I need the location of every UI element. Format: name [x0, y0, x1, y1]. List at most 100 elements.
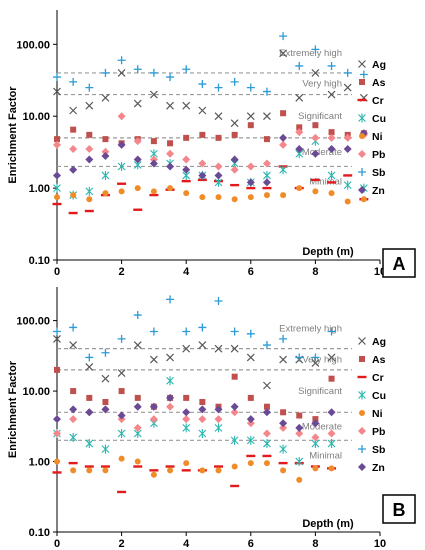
point-ag — [133, 99, 142, 108]
legend-marker-cr — [357, 375, 367, 379]
point-ni — [344, 198, 351, 205]
point-zn — [101, 151, 110, 160]
point-ni — [328, 190, 335, 197]
point-sb — [117, 56, 126, 65]
point-ag — [85, 363, 94, 371]
zone-label-extremely-high: Extremely high — [279, 48, 342, 59]
point-cr — [262, 186, 272, 190]
series-cu — [53, 376, 336, 467]
point-pb — [198, 415, 207, 424]
point-as — [54, 136, 60, 143]
point-ni — [231, 196, 238, 203]
series-ni — [54, 185, 367, 205]
point-pb — [117, 112, 126, 121]
point-cu — [85, 186, 94, 196]
point-as — [54, 366, 60, 373]
legend-label-ni: Ni — [372, 408, 383, 420]
legend-label-ag: Ag — [372, 59, 386, 71]
legend: Ag As Cr Cu Ni Pb Sb Zn — [357, 336, 386, 474]
point-pb — [133, 137, 142, 146]
legend-label-zn: Zn — [372, 185, 385, 197]
point-ni — [150, 188, 157, 195]
point-zn — [85, 408, 94, 417]
series-zn — [53, 129, 368, 187]
point-cu — [117, 429, 126, 438]
zone-label-extremely-high: Extremely high — [279, 324, 342, 335]
point-ag — [214, 344, 223, 353]
point-pb — [53, 429, 61, 438]
point-cr — [230, 484, 240, 488]
point-sb — [166, 73, 175, 82]
point-sb — [101, 348, 110, 357]
point-sb — [295, 61, 304, 70]
series-zn — [53, 393, 336, 432]
y-tick-label: 10.00 — [22, 386, 50, 398]
legend-marker-ni — [359, 133, 365, 139]
point-sb — [279, 32, 288, 41]
series-cr — [52, 165, 369, 215]
point-cr — [52, 471, 62, 474]
point-ni — [312, 465, 319, 472]
point-pb — [69, 415, 78, 424]
legend-marker-as — [359, 356, 365, 362]
point-ni — [102, 467, 109, 474]
point-cr — [117, 182, 127, 185]
point-sb — [182, 327, 191, 336]
legend-label-cu: Cu — [372, 113, 386, 125]
point-as — [183, 394, 190, 401]
point-sb — [166, 295, 175, 304]
point-sb — [53, 73, 61, 82]
point-as — [86, 131, 93, 138]
point-sb — [230, 77, 239, 86]
point-as — [263, 136, 270, 143]
point-sb — [359, 70, 368, 79]
point-sb — [311, 353, 320, 362]
point-zn — [69, 405, 78, 414]
point-ni — [328, 465, 335, 472]
series-pb — [53, 402, 336, 442]
point-pb — [133, 423, 142, 432]
point-ag — [133, 341, 142, 349]
point-cr — [84, 209, 94, 213]
point-as — [199, 131, 206, 138]
zone-label-moderate: Moderate — [302, 147, 342, 158]
point-zn — [295, 144, 304, 153]
point-ag — [101, 93, 110, 102]
legend: Ag As Cr Cu Ni Pb Sb Zn — [357, 59, 386, 197]
point-ag — [343, 83, 352, 92]
legend-label-cr: Cr — [372, 95, 384, 107]
y-tick-label: 0.10 — [29, 527, 50, 539]
point-zn — [133, 155, 142, 164]
point-zn — [230, 402, 239, 411]
point-sb — [230, 327, 239, 336]
legend-label-cu: Cu — [372, 390, 386, 402]
point-ag — [69, 106, 78, 115]
x-axis-title: Depth (m) — [302, 246, 354, 258]
point-sb — [53, 327, 61, 336]
point-pb — [262, 159, 271, 168]
point-ni — [215, 194, 222, 201]
point-ni — [247, 460, 254, 467]
point-ag — [101, 374, 110, 383]
point-sb — [69, 323, 78, 332]
point-zn — [149, 159, 158, 168]
point-as — [312, 416, 319, 423]
point-pb — [246, 419, 255, 428]
point-ag — [53, 87, 61, 96]
point-sb — [262, 87, 271, 96]
y-axis-title: Enrichment Factor — [7, 86, 19, 184]
point-zn — [214, 171, 223, 180]
point-ni — [70, 192, 77, 199]
point-as — [328, 375, 335, 382]
legend-marker-ni — [359, 410, 365, 416]
legend-label-pb: Pb — [372, 149, 385, 161]
point-pb — [311, 433, 320, 442]
point-cr — [84, 465, 94, 468]
legend-label-cr: Cr — [372, 372, 384, 384]
point-as — [118, 388, 125, 395]
point-sb — [133, 65, 142, 74]
point-sb — [101, 68, 110, 77]
legend-label-pb: Pb — [372, 426, 385, 438]
